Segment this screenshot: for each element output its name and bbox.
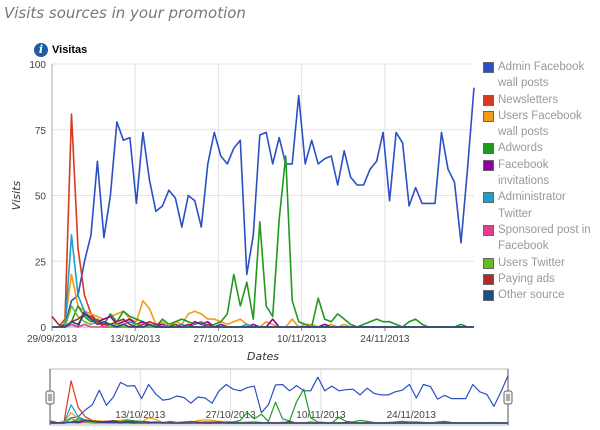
navigator-tick-label: 10/11/2013: [296, 410, 346, 421]
x-tick-label: 29/09/2013: [27, 334, 77, 345]
y-tick-label: 50: [35, 192, 47, 203]
navigator-series-line-10: [50, 419, 508, 424]
legend-swatch: [483, 110, 494, 122]
legend-swatch: [483, 94, 494, 106]
x-tick-label: 13/10/2013: [110, 334, 160, 345]
legend-item-7[interactable]: Sponsored post in Facebook: [480, 222, 598, 255]
x-tick-label: 27/10/2013: [193, 334, 243, 345]
legend: Admin Facebook wall posts Newsletters User…: [480, 59, 598, 303]
legend-swatch: [483, 192, 494, 204]
legend-item-4[interactable]: Adwords: [480, 140, 598, 156]
legend-item-9[interactable]: Paying ads: [480, 271, 598, 287]
y-tick-label: 0: [40, 323, 46, 334]
legend-item-10[interactable]: Other source: [480, 287, 598, 303]
legend-item-6[interactable]: Administrator Twitter: [480, 189, 598, 222]
legend-label: Newsletters: [498, 93, 559, 106]
legend-swatch: [483, 159, 494, 171]
legend-label: Facebook invitations: [498, 158, 550, 188]
series-line-4: [52, 155, 474, 328]
navigator: [49, 368, 509, 426]
legend-label: Sponsored post in Facebook: [498, 223, 591, 253]
legend-swatch: [483, 143, 494, 155]
legend-swatch: [483, 62, 494, 73]
page-title: Visits sources in your promotion: [4, 4, 246, 22]
legend-item-1[interactable]: Admin Facebook wall posts: [480, 59, 598, 92]
legend-item-5[interactable]: Facebook invitations: [480, 157, 598, 190]
y-tick-label: 75: [35, 126, 47, 137]
legend-swatch: [483, 290, 494, 302]
series-line-10: [52, 313, 474, 328]
legend-swatch: [483, 224, 494, 236]
navigator-tick-label: 13/10/2013: [115, 410, 165, 421]
legend-item-2[interactable]: Newsletters: [480, 92, 598, 108]
navigator-left-handle[interactable]: [45, 390, 55, 405]
navigator-tick-label: 27/10/2013: [206, 410, 256, 421]
legend-swatch: [483, 273, 494, 285]
legend-item-3[interactable]: Users Facebook wall posts: [480, 108, 598, 141]
legend-item-8[interactable]: Users Twitter: [480, 255, 598, 271]
series-line-1: [52, 87, 475, 328]
y-axis-label: Visits: [10, 181, 23, 211]
legend-swatch: [483, 257, 494, 269]
legend-label: Users Facebook wall posts: [498, 109, 582, 139]
x-tick-label: 24/11/2013: [360, 334, 410, 345]
legend-label: Users Twitter: [498, 256, 565, 269]
y-tick-label: 25: [35, 257, 47, 268]
legend-label: Paying ads: [498, 272, 555, 285]
navigator-right-handle[interactable]: [503, 390, 513, 405]
navigator-tick-label: 24/11/2013: [387, 410, 437, 421]
legend-label: Other source: [498, 289, 565, 302]
panel-title: Visitas: [52, 44, 88, 56]
x-tick-label: 10/11/2013: [277, 334, 327, 345]
legend-label: Administrator Twitter: [498, 191, 566, 220]
panel-header: i Visitas: [34, 42, 87, 58]
legend-label: Admin Facebook wall posts: [498, 61, 585, 90]
y-tick-label: 100: [29, 60, 46, 71]
x-axis-label: Dates: [247, 350, 279, 363]
info-icon[interactable]: i: [34, 43, 48, 57]
navigator-series-line-1: [50, 375, 509, 424]
legend-label: Adwords: [498, 142, 543, 155]
